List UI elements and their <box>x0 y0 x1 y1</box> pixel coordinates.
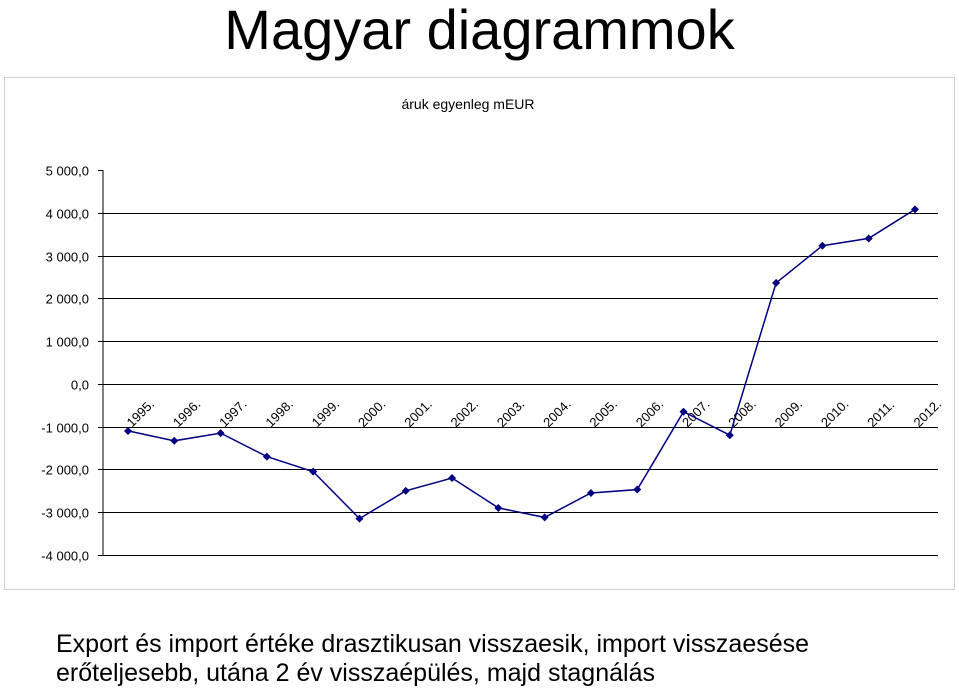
data-point-marker <box>911 205 919 214</box>
data-point-marker <box>679 407 688 416</box>
data-point-marker <box>494 503 503 512</box>
y-tick-label: 5 000,0 <box>46 164 89 179</box>
x-tick-label: 1995. <box>124 396 158 430</box>
x-tick-label: 2009. <box>772 396 806 430</box>
x-tick-label: 2001. <box>401 396 435 430</box>
data-point-marker <box>309 467 318 476</box>
y-axis-ticks: 5 000,0 4 000,0 3 000,0 2 000,0 1 000,0 0,0 -1… <box>41 164 89 564</box>
y-tick-label: 4 000,0 <box>46 207 89 222</box>
data-point-marker <box>262 452 271 461</box>
y-tick-label: -2 000,0 <box>41 463 89 478</box>
series-line-path <box>127 208 916 520</box>
line-chart: áruk egyenleg mEUR 5 000,0 4 000,0 3 000,0… <box>41 96 945 564</box>
y-tick-label: 3 000,0 <box>46 250 89 265</box>
data-point-marker <box>401 486 410 495</box>
data-point-marker <box>124 426 132 435</box>
y-tick-label: 1 000,0 <box>46 335 89 350</box>
x-tick-label: 2000. <box>355 396 389 430</box>
caption-line-2: erőteljesebb, utána 2 év visszaépülés, m… <box>56 659 655 687</box>
x-tick-label: 1998. <box>262 396 296 430</box>
slide-title: Magyar diagrammok <box>224 0 735 61</box>
y-tick-label: -3 000,0 <box>41 506 89 521</box>
x-tick-label: 2006. <box>633 396 667 430</box>
x-tick-label: 2003. <box>494 396 528 430</box>
x-axis-ticks: 1995. 1996. 1997. 1998. 1999. 2000. 2001. 2002.… <box>124 396 945 430</box>
chart-frame <box>4 77 955 590</box>
data-point-marker <box>633 485 642 494</box>
chart-title: áruk egyenleg mEUR <box>401 96 534 112</box>
data-point-marker <box>725 431 734 440</box>
data-point-marker <box>355 514 364 523</box>
data-point-marker <box>216 429 225 438</box>
caption-line-1: Export és import értéke drasztikusan vis… <box>56 630 810 658</box>
data-point-marker <box>586 488 595 497</box>
x-tick-label: 2004. <box>540 396 574 430</box>
data-point-marker <box>818 241 827 250</box>
x-tick-label: 2010. <box>818 396 852 430</box>
x-tick-label: 2012. <box>911 396 945 430</box>
gridlines <box>98 170 938 556</box>
x-tick-label: 2011. <box>864 397 897 430</box>
data-point-marker <box>864 234 873 243</box>
data-point-marker <box>772 278 781 287</box>
series-line <box>124 205 919 523</box>
x-tick-label: 2005. <box>586 396 620 430</box>
x-tick-label: 1996. <box>170 396 204 430</box>
data-point-marker <box>448 474 457 482</box>
y-tick-label: 2 000,0 <box>46 292 89 307</box>
x-tick-label: 1997. <box>216 396 250 430</box>
data-point-marker <box>170 436 179 445</box>
x-tick-label: 2008. <box>725 396 759 430</box>
y-tick-label: -1 000,0 <box>41 421 89 436</box>
x-tick-label: 1999. <box>309 396 343 430</box>
data-point-marker <box>540 513 549 522</box>
x-tick-label: 2002. <box>448 396 482 430</box>
y-tick-label: -4 000,0 <box>41 549 89 564</box>
y-tick-label: 0,0 <box>71 378 89 393</box>
slide-caption: Export és import értéke drasztikusan vis… <box>56 630 956 688</box>
